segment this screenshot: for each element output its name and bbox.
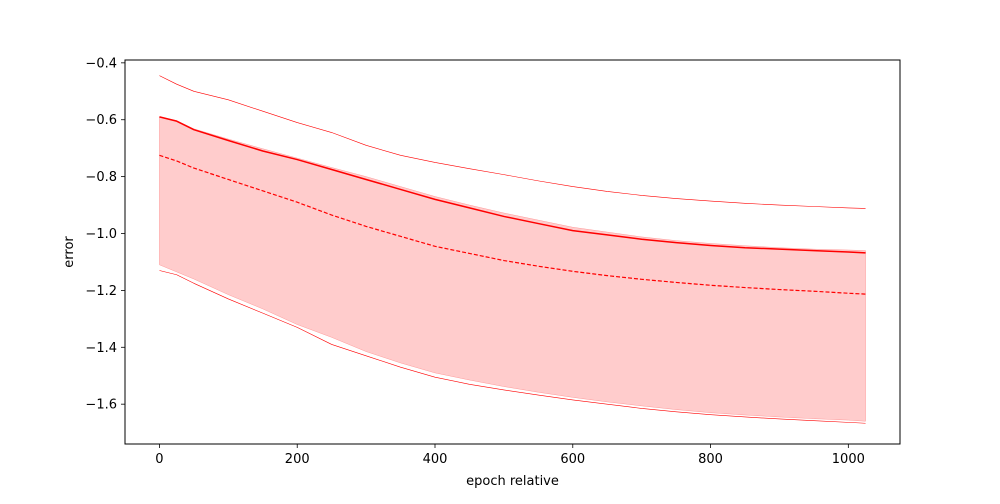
y-axis-label: error — [62, 236, 77, 268]
series-layer — [159, 75, 866, 424]
y-tick-label: −1.6 — [85, 398, 117, 413]
x-tick-label: 400 — [423, 452, 448, 467]
y-tick-label: −0.6 — [85, 113, 117, 128]
x-axis-label: epoch relative — [466, 474, 559, 489]
band-layer — [159, 116, 866, 422]
series-line-1-solid — [159, 116, 866, 254]
y-tick-label: −1.2 — [85, 284, 117, 299]
x-axis-ticks: 0 200 400 600 800 1000 — [155, 444, 865, 467]
series-line-4-thin — [159, 270, 866, 424]
y-tick-label: −0.8 — [85, 170, 117, 185]
y-tick-label: −1.4 — [85, 341, 117, 356]
y-axis-ticks: −0.4 −0.6 −0.8 −1.0 −1.2 −1.4 −1.6 — [85, 56, 125, 413]
confidence-band — [159, 116, 866, 422]
plot-frame — [124, 59, 901, 445]
x-tick-label: 800 — [698, 452, 723, 467]
x-tick-label: 1000 — [832, 452, 865, 467]
y-tick-label: −1.0 — [85, 227, 117, 242]
x-tick-label: 0 — [155, 452, 163, 467]
series-line-2-dashed — [159, 154, 866, 295]
x-tick-label: 200 — [285, 452, 310, 467]
series-line-3-thin — [159, 75, 866, 209]
y-tick-label: −0.4 — [85, 56, 117, 71]
x-tick-label: 600 — [560, 452, 585, 467]
